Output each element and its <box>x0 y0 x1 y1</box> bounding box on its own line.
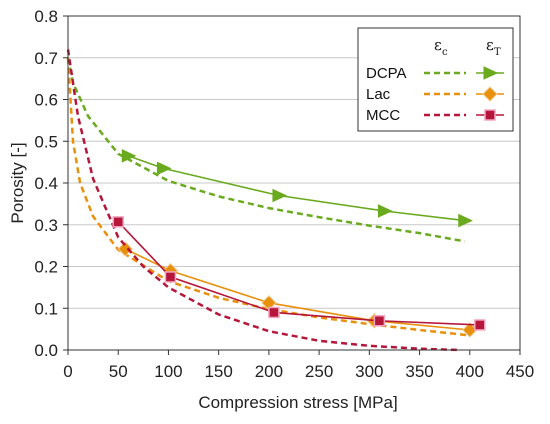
data-point-lac <box>117 241 133 257</box>
x-axis-label: Compression stress [MPa] <box>198 393 397 412</box>
series-layer <box>66 49 486 352</box>
fit-line-mcc <box>66 49 460 352</box>
y-tick-label: 0.6 <box>34 91 58 110</box>
x-tick-label: 50 <box>109 362 128 381</box>
data-point-mcc <box>474 319 486 331</box>
y-tick-label: 0.2 <box>34 258 58 277</box>
legend-eps-t-header: ε <box>486 36 494 54</box>
y-tick-label: 0.3 <box>34 216 58 235</box>
data-point-dcpa <box>272 188 288 203</box>
y-axis-ticks: 0.0 0.1 0.2 0.3 0.4 0.5 0.6 0.7 0.8 <box>34 7 68 360</box>
data-point-mcc <box>164 271 177 283</box>
x-tick-label: 0 <box>63 362 72 381</box>
measured-line-dcpa <box>128 155 465 222</box>
data-point-dcpa <box>156 161 172 176</box>
legend-label-lac: Lac <box>366 86 391 103</box>
legend-eps-c-sub: c <box>442 47 448 58</box>
y-tick-label: 0.1 <box>34 299 58 318</box>
y-tick-label: 0.5 <box>34 132 58 151</box>
fit-line-dcpa <box>66 57 466 243</box>
legend-rows: DCPA Lac MCC <box>366 65 504 124</box>
x-tick-label: 300 <box>355 362 383 381</box>
y-tick-label: 0.0 <box>34 341 58 360</box>
legend-marker-dcpa <box>483 66 499 80</box>
legend-label-mcc: MCC <box>366 107 400 124</box>
data-point-mcc <box>373 315 386 327</box>
x-tick-label: 350 <box>405 362 433 381</box>
series-dcpa <box>66 57 473 243</box>
legend-label-dcpa: DCPA <box>366 65 407 82</box>
data-point-mcc <box>268 306 280 319</box>
data-point-dcpa <box>121 149 137 163</box>
y-tick-label: 0.4 <box>34 174 58 193</box>
x-tick-label: 250 <box>305 362 333 381</box>
y-tick-label: 0.8 <box>34 7 58 26</box>
y-tick-label: 0.7 <box>34 49 58 68</box>
legend: ε c ε T DCPA Lac MCC <box>357 27 514 132</box>
x-axis-ticks: 0 50 100 150 200 250 300 350 400 450 <box>63 350 534 381</box>
legend-marker-mcc <box>484 109 496 121</box>
data-point-dcpa <box>377 204 393 218</box>
measured-line-lac <box>124 248 470 331</box>
legend-marker-lac <box>482 86 498 102</box>
x-tick-label: 400 <box>456 362 484 381</box>
data-point-dcpa <box>458 213 473 228</box>
legend-eps-c-header: ε <box>434 36 442 54</box>
legend-eps-t-sub: T <box>494 47 501 58</box>
series-mcc <box>66 49 486 352</box>
x-tick-label: 100 <box>154 362 182 381</box>
x-tick-label: 450 <box>506 362 534 381</box>
data-point-mcc <box>112 216 124 228</box>
x-tick-label: 200 <box>255 362 283 381</box>
y-axis-label: Porosity [-] <box>8 142 27 223</box>
x-tick-label: 150 <box>204 362 232 381</box>
